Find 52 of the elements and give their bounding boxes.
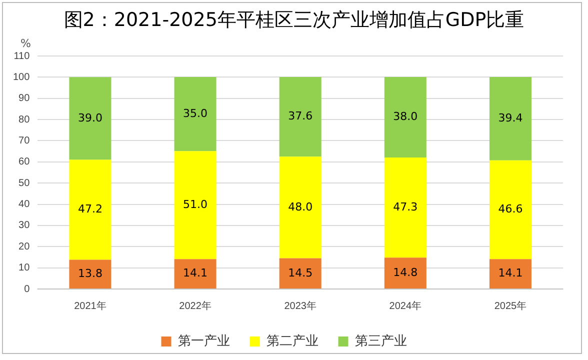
- bar: [69, 260, 112, 288]
- x-tick-label: 2025年: [494, 300, 527, 312]
- bar: [279, 156, 322, 258]
- x-tick-label: 2021年: [74, 300, 106, 312]
- bar: [489, 76, 532, 160]
- y-tick-label: 80: [18, 114, 30, 126]
- data-label: 14.5: [288, 266, 313, 280]
- y-tick-label: 90: [18, 93, 30, 104]
- bar: [174, 259, 216, 288]
- y-tick-label: 100: [12, 72, 30, 83]
- y-tick-label: 30: [18, 220, 30, 232]
- y-tick-label: 70: [18, 135, 30, 146]
- legend-label: 第三产业: [354, 333, 407, 348]
- y-tick-label: 0: [24, 284, 30, 295]
- bar: [489, 160, 532, 260]
- y-tick-label: 60: [18, 156, 30, 168]
- data-label: 13.8: [78, 266, 102, 280]
- legend-label: 第一产业: [178, 333, 230, 348]
- bar: [174, 151, 216, 260]
- bar: [279, 258, 322, 288]
- x-tick-label: 2022年: [179, 300, 212, 312]
- bar: [384, 76, 426, 158]
- y-tick-label: 20: [18, 241, 30, 252]
- data-label: 14.8: [393, 266, 418, 279]
- data-label: 47.3: [393, 200, 418, 214]
- bar: [384, 258, 426, 288]
- bar: [69, 160, 112, 260]
- y-axis-title: %: [20, 36, 31, 50]
- bar: [279, 76, 322, 157]
- y-tick-label: 10: [18, 262, 30, 274]
- data-label: 48.0: [288, 200, 313, 214]
- bar: [69, 77, 112, 160]
- y-tick-label: 50: [18, 178, 30, 189]
- bar: [489, 259, 532, 288]
- data-label: 39.0: [78, 111, 102, 124]
- y-tick-label: 40: [18, 199, 30, 210]
- legend-label: 第二产业: [266, 333, 318, 348]
- chart-title: 图2：2021-2025年平桂区三次产业增加值占GDP比重: [64, 9, 524, 31]
- data-label: 39.4: [498, 112, 523, 125]
- data-label: 14.1: [183, 266, 208, 280]
- data-label: 14.1: [498, 266, 523, 280]
- y-tick-label: 110: [14, 50, 30, 62]
- data-label: 35.0: [183, 106, 208, 120]
- data-label: 38.0: [393, 110, 418, 124]
- x-tick-label: 2023年: [284, 300, 316, 312]
- bar: [174, 76, 216, 152]
- data-label: 46.6: [498, 202, 523, 216]
- data-label: 47.2: [78, 202, 102, 216]
- data-label: 37.6: [288, 110, 313, 123]
- bar: [384, 157, 426, 258]
- x-tick-label: 2024年: [389, 300, 422, 312]
- data-label: 51.0: [183, 198, 208, 211]
